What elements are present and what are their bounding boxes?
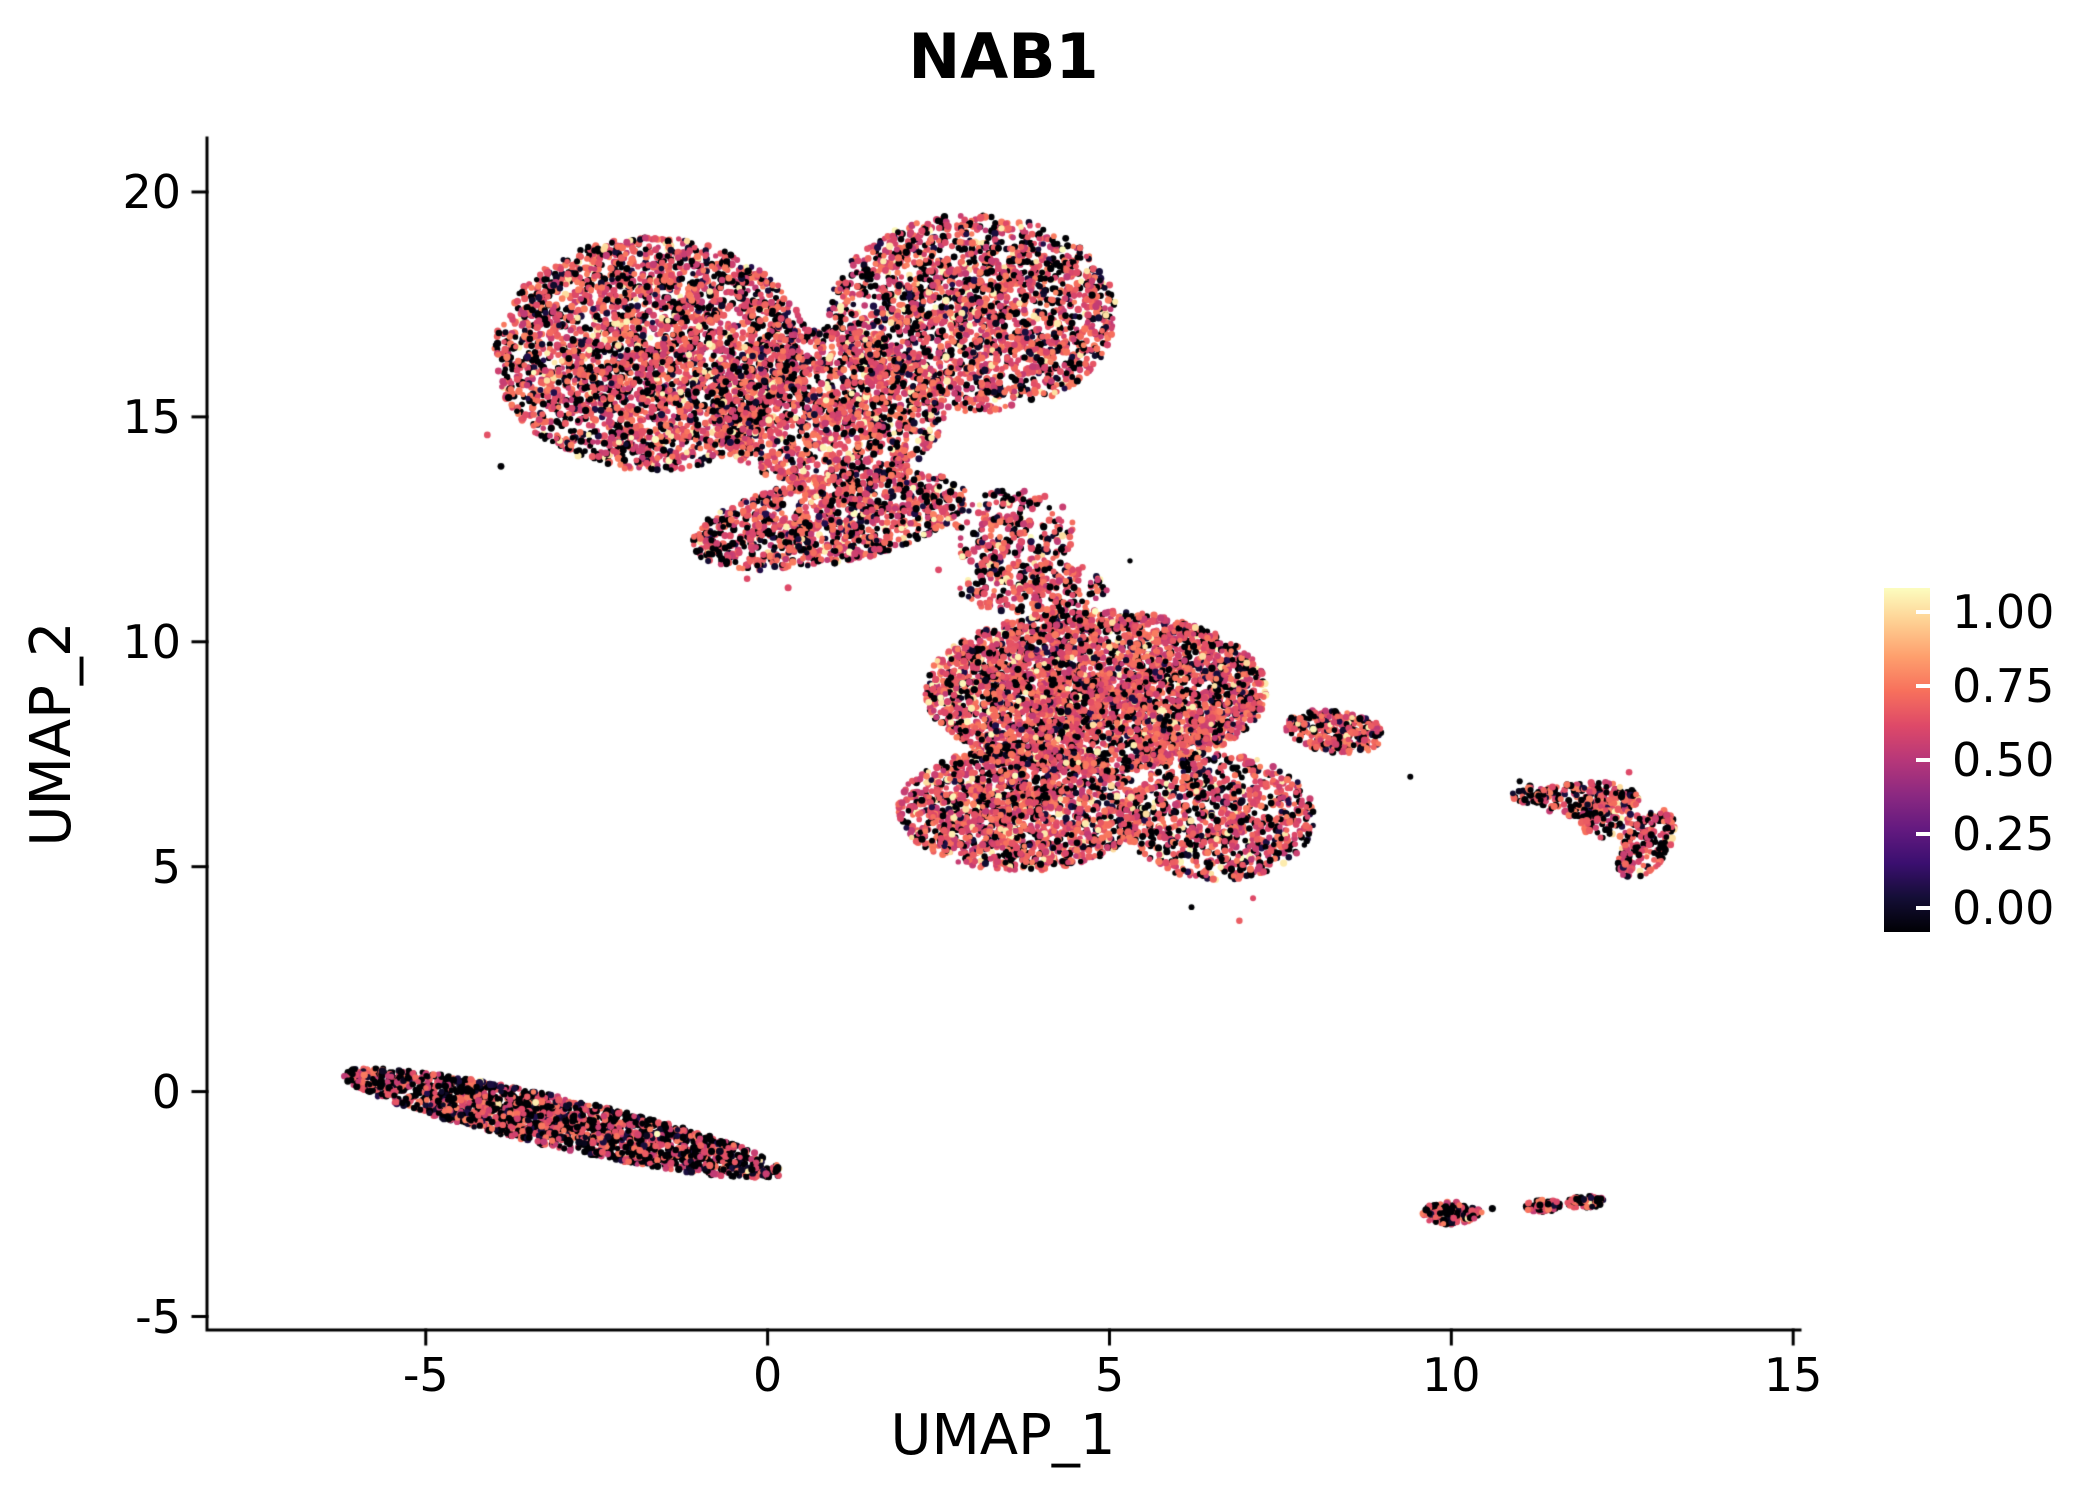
y-tick-label: 20 xyxy=(122,164,181,219)
legend-tick-mark xyxy=(1916,906,1930,910)
y-tick-label: 10 xyxy=(122,614,181,669)
legend-tick-mark xyxy=(1916,758,1930,762)
legend-tick-label: 0.00 xyxy=(1952,881,2055,935)
legend-tick-label: 1.00 xyxy=(1952,585,2055,639)
x-axis-title: UMAP_1 xyxy=(890,1403,1116,1468)
legend-tick-label: 0.25 xyxy=(1952,807,2055,861)
legend-tick-mark xyxy=(1916,832,1930,836)
legend-tick-mark xyxy=(1916,684,1930,688)
x-tick-label: 0 xyxy=(752,1348,783,1402)
legend-tick-label: 0.75 xyxy=(1952,659,2055,713)
y-tick-label: -5 xyxy=(135,1289,181,1344)
legend-tick-mark xyxy=(1916,610,1930,614)
x-tick-label: 10 xyxy=(1422,1348,1481,1402)
y-tick-label: 0 xyxy=(151,1064,181,1119)
x-tick-label: 15 xyxy=(1763,1348,1823,1402)
x-tick-label: 5 xyxy=(1094,1348,1125,1402)
y-axis-title: UMAP_2 xyxy=(19,621,84,847)
y-tick-label: 5 xyxy=(151,839,181,894)
legend-tick-label: 0.50 xyxy=(1952,733,2055,787)
y-tick-label: 15 xyxy=(122,389,181,444)
x-tick-label: -5 xyxy=(402,1348,449,1402)
